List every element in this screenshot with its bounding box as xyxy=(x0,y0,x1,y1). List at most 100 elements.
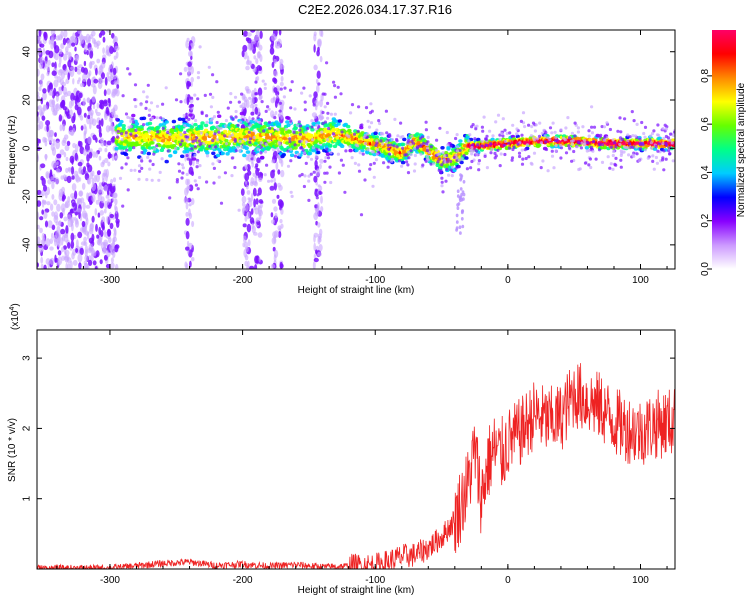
heatmap-cell xyxy=(89,227,94,235)
heatmap-cell xyxy=(317,251,322,257)
heatmap-cell xyxy=(348,144,352,149)
heatmap-cell xyxy=(281,153,286,157)
heatmap-cell xyxy=(152,152,156,156)
svg-text:(x104): (x104) xyxy=(9,303,21,330)
heatmap-cell xyxy=(61,81,67,87)
heatmap-cell xyxy=(271,198,277,204)
heatmap-cell xyxy=(74,152,79,161)
heatmap-cell xyxy=(47,220,53,229)
heatmap-cell xyxy=(273,116,277,120)
heatmap-cell xyxy=(324,156,328,160)
heatmap-cell xyxy=(494,154,498,158)
heatmap-cell xyxy=(546,169,550,173)
heatmap-cell xyxy=(244,260,248,267)
heatmap-cell xyxy=(78,190,83,197)
heatmap-cell xyxy=(316,150,321,155)
heatmap-cell xyxy=(42,88,47,94)
heatmap-cell xyxy=(174,146,178,150)
heatmap-cell xyxy=(104,147,108,153)
heatmap-cell xyxy=(164,159,169,164)
heatmap-cell xyxy=(77,161,83,167)
heatmap-cell xyxy=(460,157,464,161)
heatmap-cell xyxy=(375,139,379,143)
heatmap-cell xyxy=(57,256,63,266)
heatmap-cell xyxy=(254,175,258,179)
heatmap-cell xyxy=(426,158,430,162)
heatmap-cell xyxy=(457,165,461,169)
heatmap-cell xyxy=(62,123,66,132)
heatmap-cell xyxy=(211,139,215,143)
heatmap-cell xyxy=(184,149,190,154)
heatmap-cell xyxy=(406,140,410,144)
heatmap-cell xyxy=(142,123,146,127)
heatmap-cell xyxy=(309,172,313,176)
heatmap-cell xyxy=(105,125,111,133)
heatmap-cell xyxy=(172,150,178,154)
heatmap-cell xyxy=(120,149,124,153)
heatmap-cell xyxy=(337,119,342,123)
heatmap-cell xyxy=(224,138,229,143)
heatmap-cell xyxy=(370,150,374,154)
heatmap-cell xyxy=(107,204,112,210)
heatmap-cell xyxy=(45,171,50,179)
heatmap-cell xyxy=(409,142,413,147)
heatmap-cell xyxy=(199,131,203,135)
heatmap-cell xyxy=(205,180,209,184)
heatmap-cell xyxy=(265,163,269,167)
heatmap-cell xyxy=(205,120,209,124)
heatmap-cell xyxy=(207,65,211,69)
heatmap-cell xyxy=(635,122,639,126)
heatmap-cell xyxy=(331,127,336,132)
heatmap-cell xyxy=(329,112,333,116)
heatmap-cell xyxy=(277,169,281,175)
heatmap-cell xyxy=(251,222,255,230)
heatmap-cell xyxy=(186,157,190,161)
heatmap-cell xyxy=(381,142,385,146)
heatmap-cell xyxy=(646,156,650,160)
heatmap-cell xyxy=(46,65,50,72)
heatmap-cell xyxy=(649,146,654,150)
heatmap-cell xyxy=(67,51,71,60)
heatmap-cell xyxy=(251,117,255,121)
heatmap-cell xyxy=(459,177,462,182)
heatmap-cell xyxy=(208,130,214,135)
heatmap-cell xyxy=(73,95,77,101)
heatmap-cell xyxy=(247,239,251,247)
heatmap-cell xyxy=(55,35,61,41)
heatmap-cell xyxy=(146,83,150,87)
heatmap-cell xyxy=(60,30,64,39)
heatmap-cell xyxy=(61,99,66,108)
heatmap-cell xyxy=(198,45,202,49)
spectrogram-frame xyxy=(36,29,676,270)
heatmap-cell xyxy=(273,254,277,263)
heatmap-cell xyxy=(609,162,613,166)
heatmap-cell xyxy=(550,149,554,153)
heatmap-cell xyxy=(627,142,632,146)
y-tick-label: 0 xyxy=(22,145,33,151)
heatmap-cell xyxy=(311,138,315,142)
heatmap-cell xyxy=(290,80,294,84)
heatmap-cell xyxy=(81,220,86,228)
heatmap-cell xyxy=(83,44,88,53)
heatmap-cell xyxy=(234,109,238,114)
heatmap-cell xyxy=(602,145,607,150)
heatmap-cell xyxy=(552,166,556,170)
heatmap-cell xyxy=(318,163,322,170)
heatmap-cell xyxy=(121,126,126,131)
heatmap-cell xyxy=(89,222,94,230)
heatmap-cell xyxy=(276,147,280,151)
heatmap-cell xyxy=(271,159,275,164)
heatmap-cell xyxy=(187,61,192,67)
heatmap-cell xyxy=(95,111,101,117)
heatmap-cell xyxy=(643,148,648,152)
heatmap-cell xyxy=(257,232,263,238)
heatmap-cell xyxy=(55,103,59,110)
heatmap-cell xyxy=(126,67,130,71)
heatmap-cell xyxy=(459,187,463,191)
heatmap-cell xyxy=(158,170,162,174)
heatmap-cell xyxy=(182,113,186,118)
heatmap-cell xyxy=(80,35,85,44)
heatmap-cell xyxy=(83,236,87,243)
heatmap-cell xyxy=(253,181,258,187)
heatmap-cell xyxy=(374,143,378,148)
